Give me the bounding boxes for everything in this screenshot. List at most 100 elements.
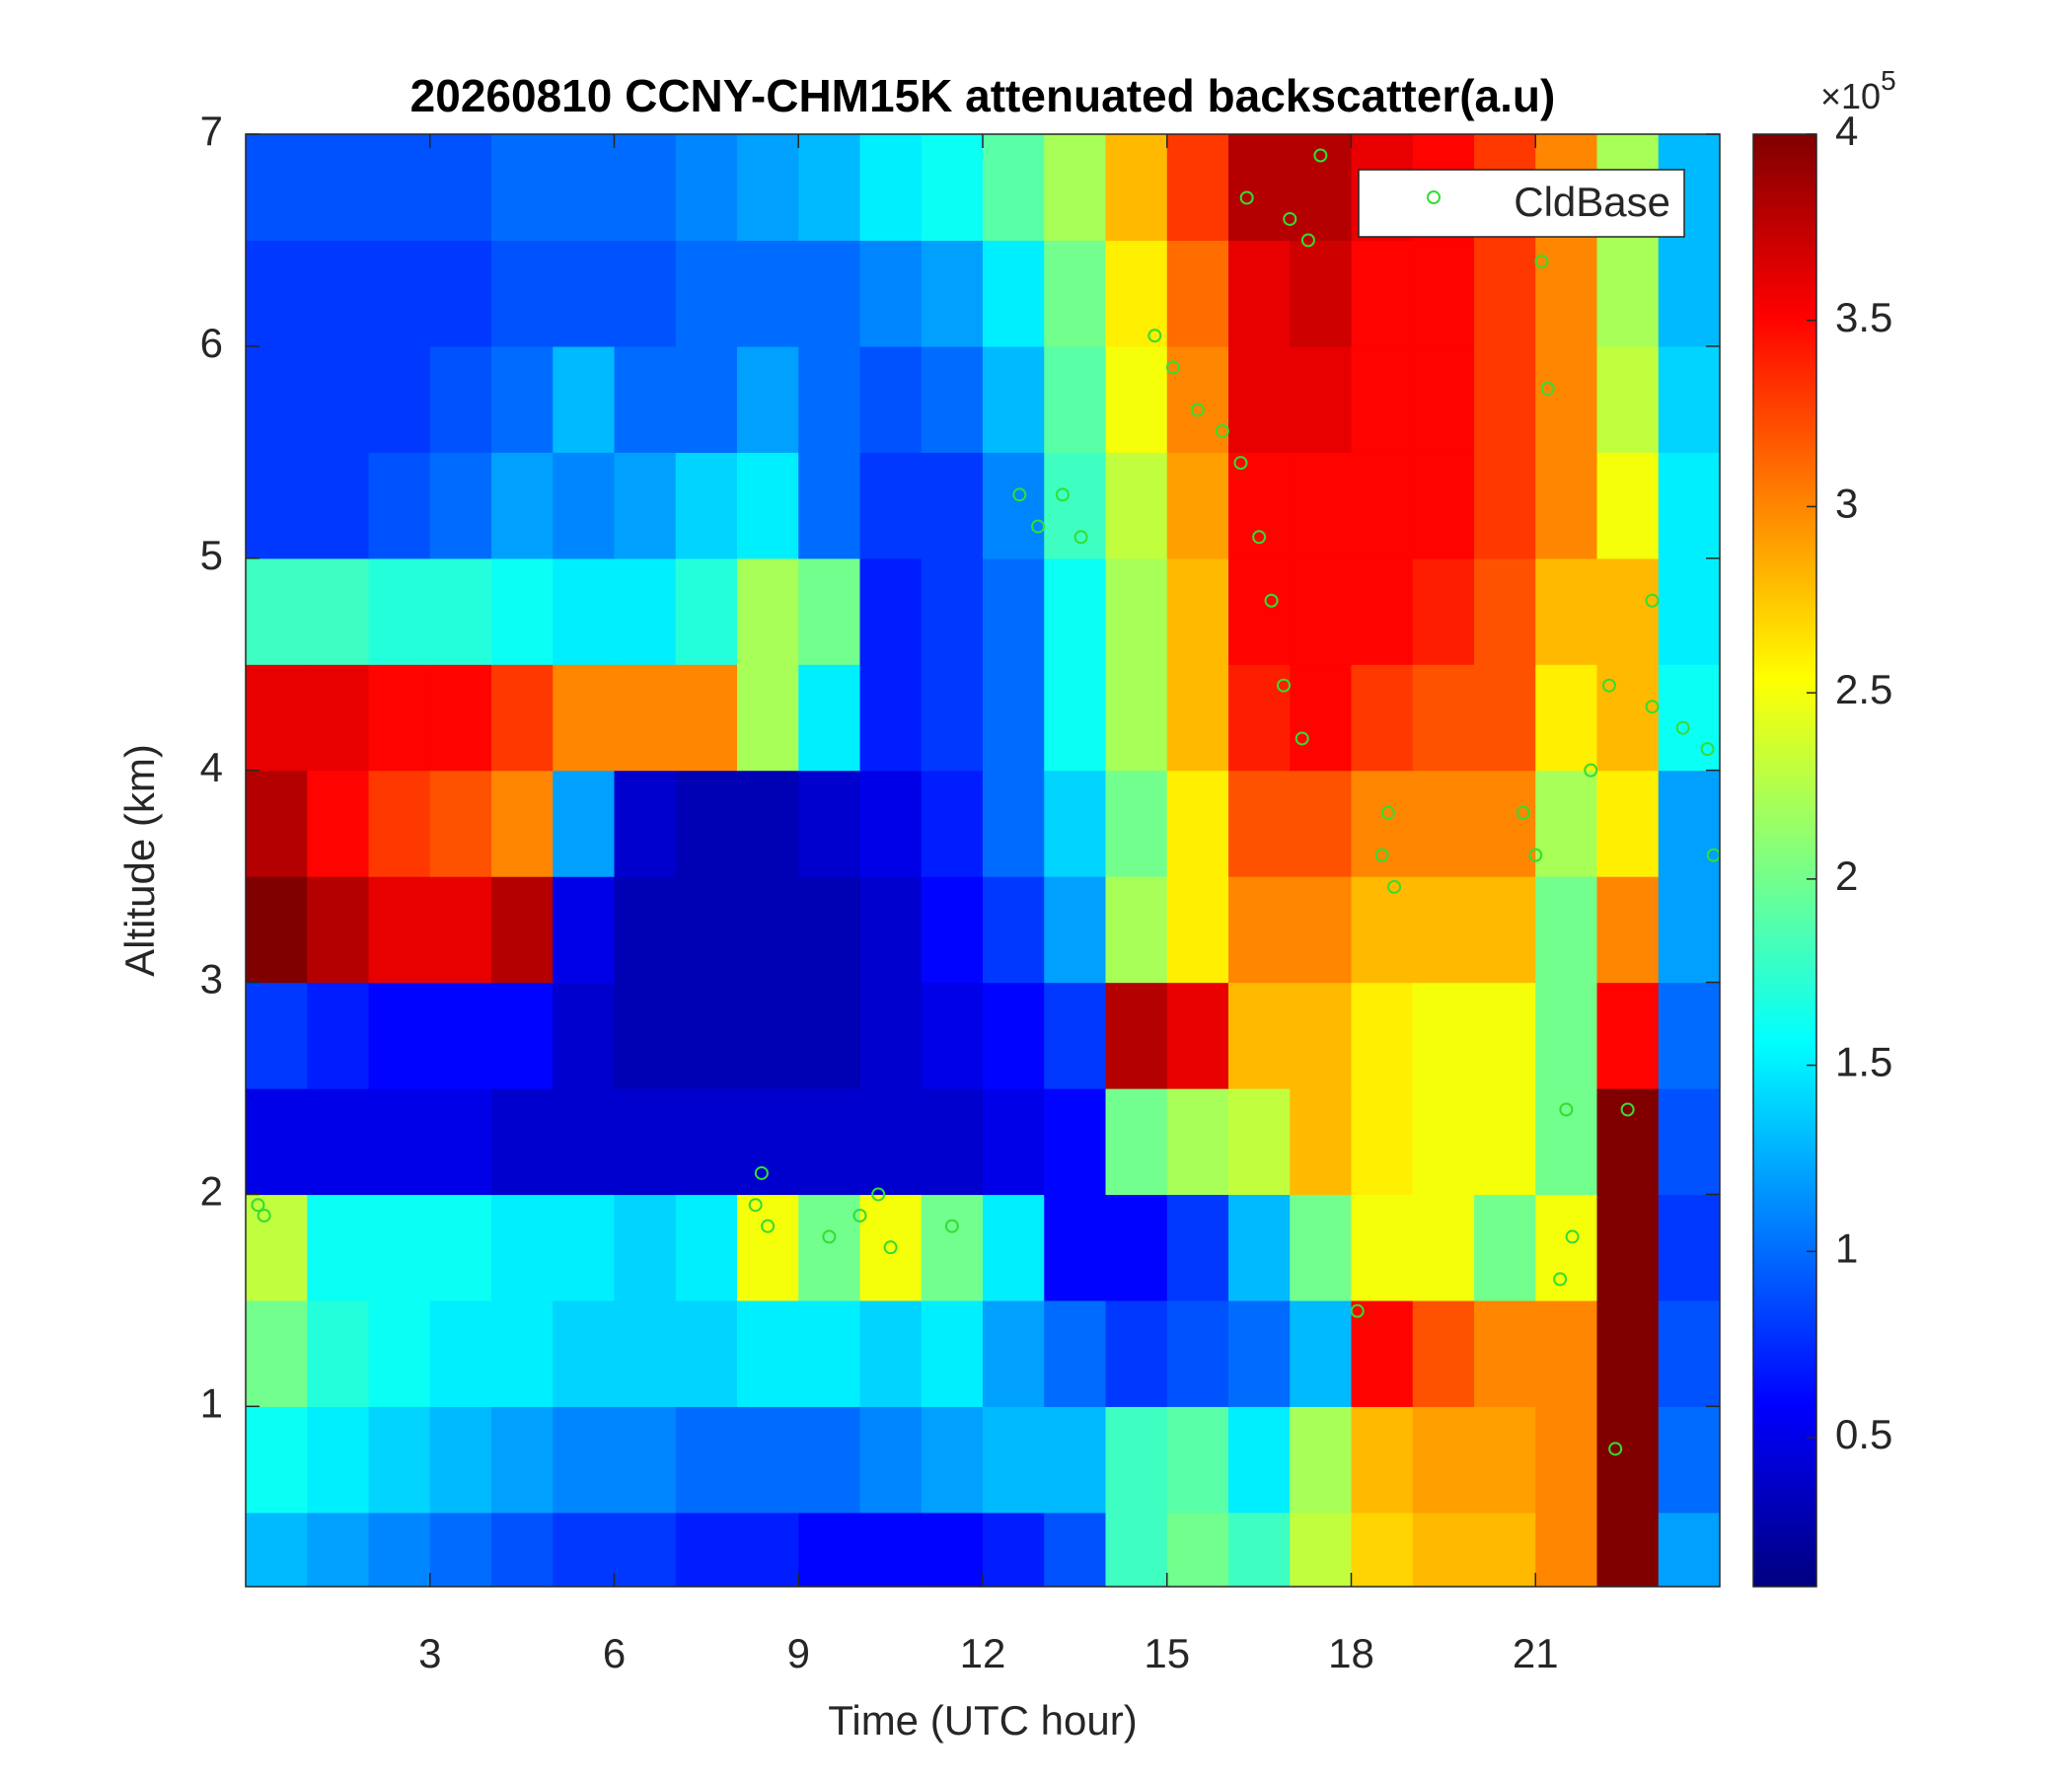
heatmap-cell	[368, 557, 431, 665]
cloud-base-point	[1350, 1303, 1365, 1318]
heatmap-cell	[1166, 1088, 1229, 1196]
heatmap-cell	[675, 1512, 738, 1587]
heatmap-cell	[1105, 1512, 1168, 1587]
heatmap-cell	[1228, 1299, 1291, 1407]
heatmap-cell	[307, 664, 370, 772]
heatmap-cell	[491, 1406, 554, 1514]
heatmap-cell	[1596, 1512, 1660, 1587]
heatmap-cell	[429, 982, 492, 1089]
heatmap-cell	[491, 240, 554, 347]
heatmap-cell	[553, 1194, 616, 1301]
heatmap-cell	[675, 452, 738, 559]
heatmap-cell	[307, 1194, 370, 1301]
heatmap-cell	[921, 557, 984, 665]
heatmap-cell	[553, 557, 616, 665]
colorbar-tick-label: 2.5	[1835, 666, 1892, 712]
heatmap-cell	[1658, 345, 1720, 453]
heatmap-cell	[859, 345, 923, 453]
heatmap-cell	[798, 1512, 861, 1587]
heatmap-cell	[983, 345, 1045, 453]
heatmap-cell	[1412, 982, 1475, 1089]
heatmap-cell	[983, 1088, 1045, 1196]
heatmap-cell	[1596, 1299, 1660, 1407]
heatmap-cell	[491, 1194, 554, 1301]
heatmap-cell	[1044, 452, 1107, 559]
cloud-base-point	[1374, 848, 1389, 862]
legend-box	[1358, 169, 1685, 238]
cloud-base-point	[754, 1165, 769, 1180]
heatmap-cell	[1105, 134, 1168, 242]
heatmap-cell	[553, 664, 616, 772]
cloud-base-point	[1313, 148, 1328, 163]
heatmap-cell	[491, 345, 554, 453]
heatmap-cell	[1166, 557, 1229, 665]
heatmap-cell	[1044, 240, 1107, 347]
heatmap-cell	[1412, 1299, 1475, 1407]
heatmap-cell	[1228, 1512, 1291, 1587]
cloud-base-point	[822, 1229, 837, 1244]
heatmap-cell	[1535, 982, 1598, 1089]
heatmap-cell	[675, 557, 738, 665]
heatmap-cell	[429, 345, 492, 453]
heatmap-cell	[921, 240, 984, 347]
colorbar-exponent: ×105	[1820, 65, 1896, 115]
heatmap-cell	[614, 240, 677, 347]
colorbar	[1752, 133, 1817, 1588]
heatmap-cell	[1351, 1512, 1414, 1587]
heatmap-cell	[491, 876, 554, 984]
cloud-base-point	[251, 1198, 265, 1213]
heatmap-cell	[798, 452, 861, 559]
cloud-base-point	[1380, 805, 1395, 820]
cloud-base-point	[1165, 360, 1180, 375]
heatmap-cell	[307, 1406, 370, 1514]
heatmap-cell	[1228, 770, 1291, 877]
heatmap-cell	[1105, 345, 1168, 453]
cloud-base-point	[883, 1240, 898, 1255]
colorbar-multiplier: ×10	[1820, 76, 1881, 116]
heatmap-cell	[307, 982, 370, 1089]
heatmap-cell	[491, 1299, 554, 1407]
heatmap-cell	[614, 770, 677, 877]
heatmap-cell	[1228, 876, 1291, 984]
heatmap-cell	[368, 345, 431, 453]
heatmap-cell	[1105, 557, 1168, 665]
heatmap-cell	[1105, 1088, 1168, 1196]
heatmap-cell	[859, 240, 923, 347]
heatmap-cell	[246, 240, 308, 347]
heatmap-cell	[1658, 876, 1720, 984]
cloud-base-point	[1190, 403, 1205, 417]
heatmap-cell	[1412, 876, 1475, 984]
heatmap-cell	[1351, 557, 1414, 665]
heatmap-cell	[1105, 1299, 1168, 1407]
heatmap-cell	[859, 452, 923, 559]
heatmap-cell	[737, 664, 799, 772]
heatmap-cell	[921, 134, 984, 242]
heatmap-cell	[246, 876, 308, 984]
y-tick-label: 5	[200, 532, 223, 578]
heatmap-cell	[246, 982, 308, 1089]
cloud-base-point	[1055, 487, 1070, 502]
heatmap-cell	[553, 134, 616, 242]
heatmap-cell	[1228, 1194, 1291, 1301]
heatmap-cell	[859, 664, 923, 772]
heatmap-cell	[1166, 876, 1229, 984]
heatmap-cell	[983, 240, 1045, 347]
cloud-base-point	[1031, 519, 1046, 534]
heatmap-cell	[1596, 557, 1660, 665]
heatmap-cell	[675, 240, 738, 347]
heatmap-cell	[859, 1088, 923, 1196]
heatmap-cell	[798, 557, 861, 665]
heatmap-cell	[429, 452, 492, 559]
heatmap-cell	[246, 770, 308, 877]
heatmap-cell	[553, 1512, 616, 1587]
heatmap-cell	[307, 1299, 370, 1407]
heatmap-cell	[246, 664, 308, 772]
cloud-base-point	[1565, 1229, 1580, 1244]
heatmap-cell	[553, 240, 616, 347]
heatmap-cell	[1351, 240, 1414, 347]
heatmap-cell	[675, 664, 738, 772]
cloud-base-point	[1645, 593, 1660, 608]
colorbar-tick-label: 1.5	[1835, 1039, 1892, 1085]
x-tick-label: 18	[1328, 1630, 1374, 1676]
heatmap-cell	[1474, 1512, 1536, 1587]
